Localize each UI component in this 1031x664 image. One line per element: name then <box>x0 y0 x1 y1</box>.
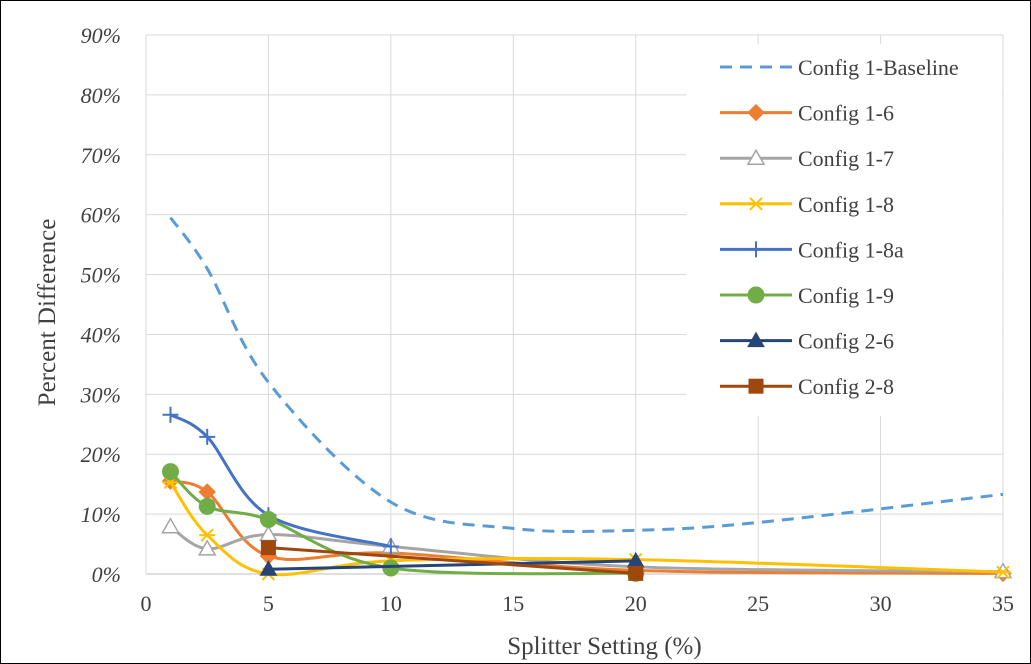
y-tick-label: 20% <box>81 442 121 467</box>
series-line <box>169 413 392 548</box>
x-tick-label: 30 <box>870 591 892 616</box>
legend-label: Config 1-7 <box>798 146 894 171</box>
legend-item: Config 1-6 <box>720 101 894 126</box>
x-tick-label: 0 <box>141 591 152 616</box>
legend-item: Config 1-9 <box>720 283 894 308</box>
x-tick-label: 15 <box>502 591 524 616</box>
data-point-marker <box>995 565 1011 579</box>
series-line <box>169 216 1004 534</box>
legend-label: Config 1-6 <box>798 101 894 126</box>
data-point-marker <box>199 528 216 542</box>
legend-item: Config 2-8 <box>720 374 894 399</box>
legend-marker <box>746 148 766 165</box>
legend-item: Config 1-8a <box>720 237 904 262</box>
series-config-1-8a <box>162 406 399 555</box>
data-point-marker <box>161 463 179 481</box>
legend-marker <box>748 378 764 394</box>
legend-label: Config 1-9 <box>798 283 894 308</box>
legend-marker <box>748 197 764 211</box>
legend-item: Config 1-Baseline <box>720 55 959 80</box>
series-line <box>170 479 1004 575</box>
data-point-marker <box>260 540 276 556</box>
series-config-2-6 <box>259 551 645 576</box>
y-tick-label: 70% <box>81 143 121 168</box>
x-tick-label: 5 <box>263 591 274 616</box>
y-tick-label: 10% <box>81 502 121 527</box>
data-point-marker <box>199 428 216 445</box>
y-tick-label: 30% <box>80 382 121 407</box>
x-tick-labels: 0 5 10 15 20 25 30 35 <box>141 591 1015 616</box>
data-point-marker <box>382 538 399 555</box>
y-tick-label: 40% <box>81 322 121 347</box>
data-point-marker <box>161 517 180 534</box>
y-tick-label: 80% <box>81 83 121 108</box>
y-tick-label: 0% <box>92 562 121 587</box>
legend-background <box>686 44 1002 416</box>
legend-label: Config 1-8 <box>798 192 894 217</box>
series-line <box>268 559 636 571</box>
legend-marker <box>747 331 765 348</box>
series-config-2-8 <box>260 540 644 581</box>
plot-area <box>161 216 1013 583</box>
legend-marker <box>747 103 765 122</box>
y-tick-label: 60% <box>81 203 121 228</box>
legend-label: Config 1-Baseline <box>798 55 959 80</box>
series-line <box>268 546 636 575</box>
y-tick-label: 50% <box>81 263 121 288</box>
x-tick-label: 20 <box>625 591 647 616</box>
y-tick-label: 90% <box>81 23 121 48</box>
x-tick-label: 35 <box>992 591 1014 616</box>
series-config-1-baseline <box>169 216 1004 534</box>
legend-item: Config 2-6 <box>720 329 894 354</box>
legend-label: Config 2-8 <box>798 374 894 399</box>
legend-label: Config 1-8a <box>798 237 904 262</box>
legend-item: Config 1-8 <box>720 192 894 217</box>
data-point-marker <box>162 406 179 423</box>
legend-label: Config 2-6 <box>798 329 894 354</box>
y-axis-title: Percent Difference <box>34 219 61 407</box>
data-point-marker <box>628 565 644 581</box>
y-tick-labels: 0% 10% 20% 30% 40% 50% 60% 70% 80% 90% <box>80 23 121 587</box>
legend: Config 1-Baseline Config 1-6 Config 1-7 Con… <box>686 44 1002 416</box>
legend-marker <box>748 241 764 258</box>
series-line <box>169 525 1004 574</box>
data-point-marker <box>197 539 217 556</box>
x-tick-label: 10 <box>380 591 402 616</box>
x-axis-title: Splitter Setting (%) <box>507 633 701 660</box>
data-point-marker <box>259 511 277 529</box>
legend-marker <box>747 286 765 304</box>
data-point-marker <box>198 497 216 515</box>
x-tick-label: 25 <box>747 591 769 616</box>
data-point-marker <box>259 560 278 576</box>
legend-item: Config 1-7 <box>720 146 894 171</box>
